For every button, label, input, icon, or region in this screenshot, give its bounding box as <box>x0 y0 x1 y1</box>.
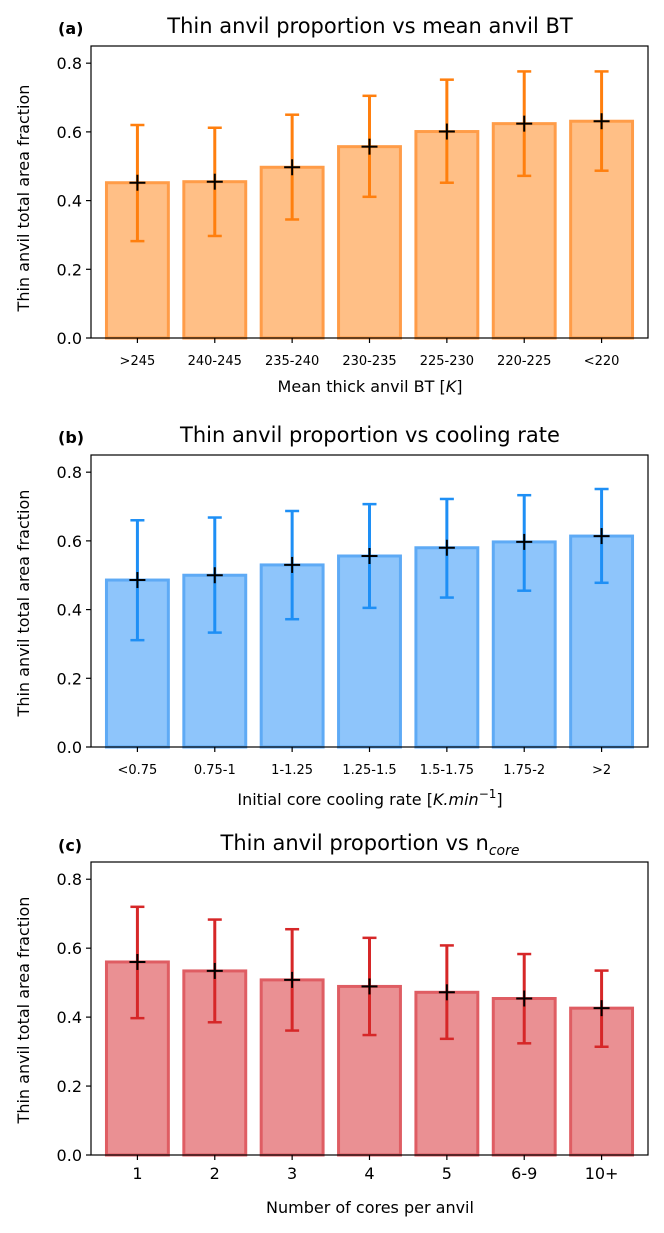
xtick-label: 220-225 <box>497 354 551 369</box>
xtick-label: 1.25-1.5 <box>342 763 396 778</box>
panel-a: (a) Thin anvil proportion vs mean anvil … <box>14 14 649 396</box>
ytick-label: 0.4 <box>57 1008 82 1027</box>
panel-b-xlabel-text: Initial core cooling rate [ <box>237 790 433 809</box>
xtick-label: 4 <box>364 1164 374 1183</box>
panel-a-xlabel-unit: K <box>446 377 458 396</box>
panel-a-xlabel: Mean thick anvil BT [K] <box>278 377 463 396</box>
ytick-label: 0.4 <box>57 192 82 211</box>
panel-c-title-sub: core <box>489 843 520 859</box>
xtick-label: 230-235 <box>342 354 396 369</box>
panel-a-title: Thin anvil proportion vs mean anvil BT <box>166 14 573 38</box>
panel-c-plot: 0.0 0.2 0.4 0.6 0.8 1 2 3 4 5 6-9 10+ <box>57 861 649 1183</box>
panel-c-xlabel: Number of cores per anvil <box>266 1198 474 1217</box>
xtick-label: 0.75-1 <box>194 763 236 778</box>
ytick-label: 0.2 <box>57 1077 82 1096</box>
panel-a-plot: 0.0 0.2 0.4 0.6 0.8 >245 240-245 235-240 230-235… <box>57 45 649 369</box>
ytick-label: 0.8 <box>57 870 82 889</box>
panel-a-label: (a) <box>58 19 83 38</box>
xtick-label: 10+ <box>585 1164 619 1183</box>
xtick-label: 1.75-2 <box>503 763 545 778</box>
ytick-label: 0.6 <box>57 123 82 142</box>
xtick-label: 235-240 <box>265 354 319 369</box>
panel-b-xlabel-close: ] <box>496 790 502 809</box>
ytick-label: 0.8 <box>57 54 82 73</box>
panel-a-xlabel-text: Mean thick anvil BT [ <box>278 377 446 396</box>
ytick-label: 0.2 <box>57 260 82 279</box>
panel-b-xlabel-unit: K.min <box>433 790 479 809</box>
panel-c-title-text: Thin anvil proportion vs n <box>220 831 489 855</box>
panel-b-title: Thin anvil proportion vs cooling rate <box>179 423 560 447</box>
panel-b: (b) Thin anvil proportion vs cooling rat… <box>14 423 649 809</box>
xtick-label: >245 <box>120 354 156 369</box>
xtick-label: 1-1.25 <box>271 763 313 778</box>
xtick-label: 1 <box>132 1164 142 1183</box>
xtick-label: 2 <box>210 1164 220 1183</box>
panel-b-xlabel-exp: −1 <box>479 787 497 801</box>
ytick-label: 0.0 <box>57 1146 82 1165</box>
panel-b-xlabel: Initial core cooling rate [K.min−1] <box>237 787 502 809</box>
xtick-label: 240-245 <box>188 354 242 369</box>
xtick-label: 5 <box>442 1164 452 1183</box>
xtick-label: >2 <box>592 763 611 778</box>
xtick-label: 225-230 <box>420 354 474 369</box>
panel-b-label: (b) <box>58 428 84 447</box>
panel-c-title: Thin anvil proportion vs ncore <box>220 831 520 859</box>
ytick-label: 0.6 <box>57 532 82 551</box>
ytick-label: 0.2 <box>57 669 82 688</box>
ytick-label: 0.8 <box>57 463 82 482</box>
panel-b-plot: 0.0 0.2 0.4 0.6 0.8 <0.75 0.75-1 1-1.25 1.25-1.5… <box>57 454 649 778</box>
panel-c: (c) Thin anvil proportion vs ncore Thin … <box>14 831 649 1217</box>
xtick-label: <0.75 <box>117 763 157 778</box>
panel-a-ylabel: Thin anvil total area fraction <box>14 85 33 313</box>
panel-b-ylabel: Thin anvil total area fraction <box>14 490 33 718</box>
xtick-label: <220 <box>584 354 620 369</box>
ytick-label: 0.6 <box>57 939 82 958</box>
bar->2 <box>569 534 635 749</box>
ytick-label: 0.0 <box>57 738 82 757</box>
panel-a-xlabel-close: ] <box>456 377 462 396</box>
panel-c-ylabel: Thin anvil total area fraction <box>14 897 33 1125</box>
xtick-label: 3 <box>287 1164 297 1183</box>
xtick-label: 1.5-1.75 <box>420 763 474 778</box>
xtick-label: 6-9 <box>511 1164 537 1183</box>
panel-c-label: (c) <box>58 836 82 855</box>
ytick-label: 0.4 <box>57 601 82 620</box>
ytick-label: 0.0 <box>57 329 82 348</box>
